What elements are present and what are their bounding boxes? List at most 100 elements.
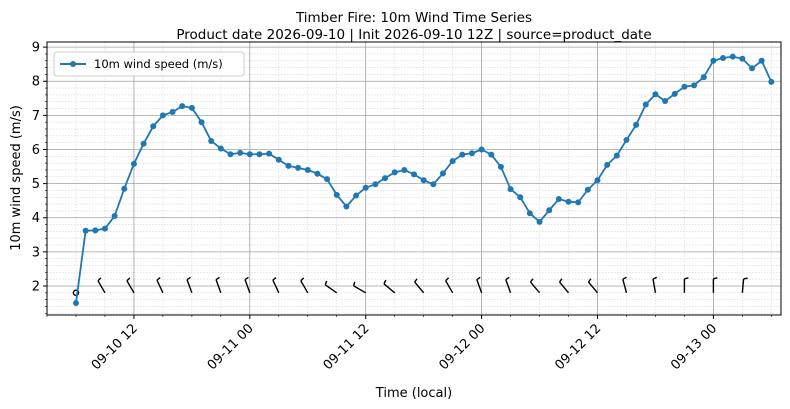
data-point <box>652 91 659 98</box>
data-point <box>179 103 186 110</box>
data-point <box>121 185 128 192</box>
data-point <box>372 181 379 188</box>
y-tick-label: 9 <box>32 41 40 56</box>
data-point <box>488 151 495 158</box>
major-grid <box>47 42 781 315</box>
x-tick-label: 09-12 00 <box>436 321 488 373</box>
data-point <box>188 104 195 111</box>
data-point <box>710 57 717 64</box>
x-tick-label: 09-12 12 <box>552 321 604 373</box>
data-point <box>362 184 369 191</box>
wind-barb <box>712 277 718 293</box>
wind-barb <box>505 276 512 294</box>
data-point <box>150 123 157 130</box>
wind-barb <box>97 277 106 294</box>
data-point <box>478 146 485 153</box>
legend-box <box>53 51 245 77</box>
data-point <box>517 194 524 201</box>
data-point <box>642 101 649 108</box>
data-point <box>633 121 640 128</box>
wind-barbs <box>72 276 748 297</box>
legend-entry-label: 10m wind speed (m/s) <box>94 57 223 71</box>
x-tick-label: 09-10 12 <box>89 321 141 373</box>
y-tick-label: 3 <box>32 245 40 260</box>
data-point <box>546 207 553 214</box>
wind-barb <box>558 278 570 294</box>
wind-barb <box>652 276 658 293</box>
data-point <box>497 163 504 170</box>
data-point <box>101 225 108 232</box>
legend-marker-sample <box>70 61 76 67</box>
data-point <box>536 218 543 225</box>
data-point <box>256 151 263 158</box>
y-tick-label: 8 <box>32 75 40 90</box>
wind-barb <box>156 276 164 294</box>
data-point <box>662 98 669 105</box>
data-point <box>565 198 572 205</box>
wind-barb <box>683 277 689 293</box>
data-point <box>285 162 292 169</box>
data-point <box>275 156 282 163</box>
data-point <box>555 195 562 202</box>
data-point <box>130 160 137 167</box>
y-tick-label: 5 <box>32 177 40 192</box>
wind-barb <box>300 277 309 294</box>
data-point <box>92 227 99 234</box>
data-point <box>613 152 620 159</box>
wind-barb <box>272 276 280 294</box>
data-point <box>295 164 302 171</box>
wind-barb <box>476 276 483 294</box>
data-point <box>198 119 205 126</box>
data-point <box>140 140 147 147</box>
data-point <box>208 137 215 144</box>
data-point <box>729 53 736 60</box>
data-point <box>82 227 89 234</box>
x-axis: 09-10 12 09-11 00 09-11 12 09-12 00 09-12 12… <box>46 315 772 373</box>
data-point <box>304 166 311 173</box>
wind-barb <box>741 277 748 293</box>
y-axis-label: 10m wind speed (m/s) <box>9 105 24 251</box>
data-point <box>768 78 775 85</box>
data-point <box>449 158 456 165</box>
data-point <box>324 176 331 183</box>
data-point <box>749 65 756 72</box>
plot-frame <box>46 41 782 316</box>
wind-barb <box>215 276 222 294</box>
data-point <box>758 57 765 64</box>
wind-barb <box>72 289 80 297</box>
data-point <box>401 166 408 173</box>
data-point <box>671 90 678 97</box>
wind-barb <box>587 278 599 294</box>
data-point <box>468 150 475 157</box>
data-point <box>159 112 166 119</box>
wind-barb <box>244 276 251 294</box>
data-point <box>604 161 611 168</box>
data-point <box>507 186 514 193</box>
wind-barb <box>529 278 541 294</box>
x-tick-label: 09-13 00 <box>668 321 720 373</box>
data-point <box>411 171 417 178</box>
data-point <box>227 151 234 158</box>
x-tick-label: 09-11 12 <box>321 321 373 373</box>
y-tick-label: 2 <box>32 279 40 294</box>
data-point <box>237 149 244 156</box>
data-point <box>691 82 698 89</box>
wind-barb <box>186 276 193 294</box>
wind-barb <box>324 280 338 294</box>
chart-title: Timber Fire: 10m Wind Time Series <box>295 10 532 26</box>
data-point <box>739 55 746 62</box>
data-point <box>333 191 340 198</box>
data-point <box>420 177 427 184</box>
data-point <box>439 170 446 177</box>
x-axis-label: Time (local) <box>375 386 452 401</box>
wind-barb <box>352 281 367 294</box>
data-point <box>700 74 707 81</box>
data-point <box>72 300 79 307</box>
y-tick-label: 6 <box>32 143 40 158</box>
data-point <box>266 150 273 157</box>
y-tick-label: 4 <box>32 211 40 226</box>
data-point <box>526 210 533 217</box>
data-point <box>314 170 321 177</box>
data-point <box>217 145 224 152</box>
y-axis: 2 3 4 5 6 7 8 9 <box>32 41 47 314</box>
